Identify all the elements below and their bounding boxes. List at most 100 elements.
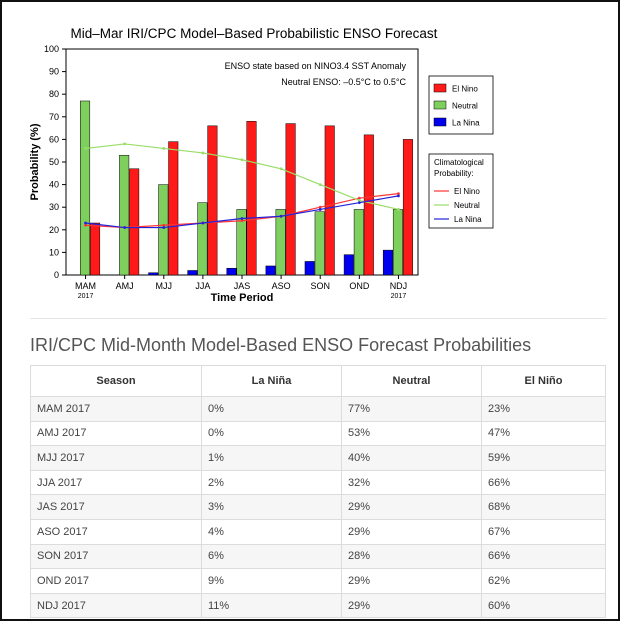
y-axis-label: Probability (%) [29, 123, 41, 200]
header-la-nina: La Niña [201, 365, 342, 397]
cell-el-nino: 66% [481, 469, 606, 496]
annotation-enso-state: ENSO state based on NINO3.4 SST Anomaly [225, 61, 407, 71]
climatology-line-la-nina-point [201, 221, 205, 225]
climatology-line-neutral-point [201, 151, 205, 155]
bar-neutral [392, 209, 403, 276]
bar-el-nino [363, 134, 374, 276]
climatology-legend-label-la-nina: La Nina [454, 215, 482, 224]
y-tick-label: 100 [44, 44, 59, 54]
climatology-line-la-nina-point [123, 226, 127, 229]
header-neutral: Neutral [341, 365, 482, 397]
cell-neutral: 53% [341, 420, 482, 447]
bar-el-nino [324, 125, 335, 276]
bar-neutral [275, 209, 286, 276]
legend-label-el-nino: El Nino [452, 85, 478, 94]
bar-neutral [80, 100, 91, 276]
x-tick-sublabel: 2017 [78, 293, 94, 300]
table-row: JAS 2017 3% 29% 68% [30, 494, 606, 520]
cell-el-nino: 67% [481, 518, 606, 545]
climatology-line-la-nina-point [357, 201, 361, 205]
table-row: JJA 2017 2% 32% 66% [30, 469, 606, 496]
cell-la-nina: 2% [201, 469, 342, 496]
cell-la-nina: 1% [201, 445, 342, 471]
climatology-line-el-nino-point [84, 223, 87, 227]
y-tick-label: 30 [49, 202, 59, 212]
climatology-line-neutral-point [240, 158, 244, 162]
climatology-line-el-nino-point [357, 196, 361, 200]
bar-neutral [353, 209, 364, 276]
bar-el-nino [402, 139, 413, 276]
climatology-line-neutral-point [279, 167, 283, 171]
climatology-legend-title-1: Climatological [434, 158, 484, 167]
x-tick-label: JJA [195, 281, 210, 291]
cell-neutral: 32% [341, 469, 482, 496]
bar-la-nina [148, 272, 159, 276]
table-row: MJJ 2017 1% 40% 59% [30, 445, 606, 471]
x-tick-sublabel: 2017 [391, 293, 407, 300]
climatology-line-el-nino-point [240, 219, 244, 223]
x-tick-label: SON [310, 281, 330, 291]
bar-la-nina [187, 270, 198, 276]
enso-forecast-chart: Mid–Mar IRI/CPC Model–Based Probabilisti… [2, 2, 618, 312]
x-tick-label: NDJ [390, 281, 408, 291]
x-tick-label: MJJ [156, 281, 173, 291]
legend-label-neutral: Neutral [452, 102, 478, 111]
bar-el-nino [207, 125, 218, 276]
cell-el-nino: 68% [481, 494, 606, 520]
y-tick-label: 70 [49, 112, 59, 122]
y-tick-label: 40 [49, 180, 59, 190]
climatology-line-la-nina-point [240, 217, 244, 220]
legend-swatch-neutral [433, 100, 447, 110]
table-row: MAM 2017 0% 77% 23% [30, 396, 606, 422]
table-row: AMJ 2017 0% 53% 47% [30, 420, 606, 447]
climatology-line-la-nina-point [162, 226, 166, 229]
cell-la-nina: 4% [201, 518, 342, 545]
y-tick-label: 0 [54, 270, 59, 280]
cell-el-nino: 47% [481, 420, 606, 447]
climatology-line-neutral-point [357, 199, 361, 202]
table-row: SON 2017 6% 28% 66% [30, 543, 606, 570]
header-season: Season [30, 365, 202, 397]
climatology-line-la-nina-point [84, 221, 87, 225]
bar-la-nina [304, 261, 315, 276]
x-tick-label: OND [349, 281, 370, 291]
cell-neutral: 28% [341, 543, 482, 570]
climatology-line-el-nino-point [397, 192, 400, 196]
cell-season: MAM 2017 [30, 396, 202, 422]
bar-neutral [158, 184, 169, 276]
cell-neutral: 29% [341, 494, 482, 520]
section-divider [30, 318, 606, 319]
cell-neutral: 29% [341, 518, 482, 545]
climatology-line-la-nina-point [318, 208, 322, 211]
climatology-line-el-nino-point [318, 205, 322, 209]
x-tick-label: MAM [75, 281, 96, 291]
y-tick-label: 10 [49, 247, 59, 257]
bar-el-nino [90, 222, 101, 276]
y-tick-label: 90 [49, 67, 59, 77]
cell-el-nino: 66% [481, 543, 606, 570]
cell-el-nino: 23% [481, 396, 606, 422]
legend-swatch-el-nino [433, 83, 447, 93]
y-tick-label: 20 [49, 225, 59, 235]
table-row: ASO 2017 4% 29% 67% [30, 518, 606, 545]
x-tick-label: AMJ [116, 281, 134, 291]
climatology-line-la-nina-point [397, 194, 400, 198]
cell-la-nina: 11% [201, 592, 342, 619]
chart-svg: Mid–Mar IRI/CPC Model–Based Probabilisti… [29, 26, 494, 304]
y-tick-label: 60 [49, 134, 59, 144]
cell-season: MJJ 2017 [30, 445, 202, 471]
climatology-line-neutral-point [397, 208, 400, 211]
bar-la-nina [343, 254, 354, 276]
cell-season: OND 2017 [30, 568, 202, 594]
legend-swatch-la-nina [433, 117, 447, 127]
table-title: IRI/CPC Mid-Month Model-Based ENSO Forec… [30, 335, 532, 355]
climatology-legend-label-neutral: Neutral [454, 201, 480, 210]
annotation-neutral-range: Neutral ENSO: –0.5°C to 0.5°C [281, 77, 406, 87]
climatology-line-neutral-point [123, 142, 127, 146]
climatology-line-neutral-point [318, 183, 322, 187]
table-row: OND 2017 9% 29% 62% [30, 568, 606, 594]
bar-la-nina [382, 249, 393, 276]
cell-la-nina: 6% [201, 543, 342, 570]
legend-label-la-nina: La Nina [452, 119, 480, 128]
